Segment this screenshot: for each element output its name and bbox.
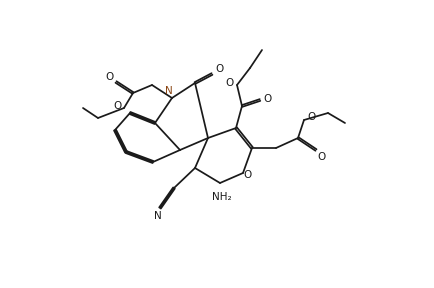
- Text: O: O: [307, 112, 316, 122]
- Text: N: N: [165, 86, 172, 96]
- Text: O: O: [105, 72, 113, 82]
- Text: O: O: [263, 94, 272, 104]
- Text: O: O: [112, 101, 121, 111]
- Text: O: O: [214, 64, 223, 74]
- Text: NH₂: NH₂: [212, 192, 231, 202]
- Text: O: O: [316, 152, 324, 162]
- Text: N: N: [154, 211, 161, 221]
- Text: O: O: [224, 78, 233, 88]
- Text: O: O: [243, 170, 252, 180]
